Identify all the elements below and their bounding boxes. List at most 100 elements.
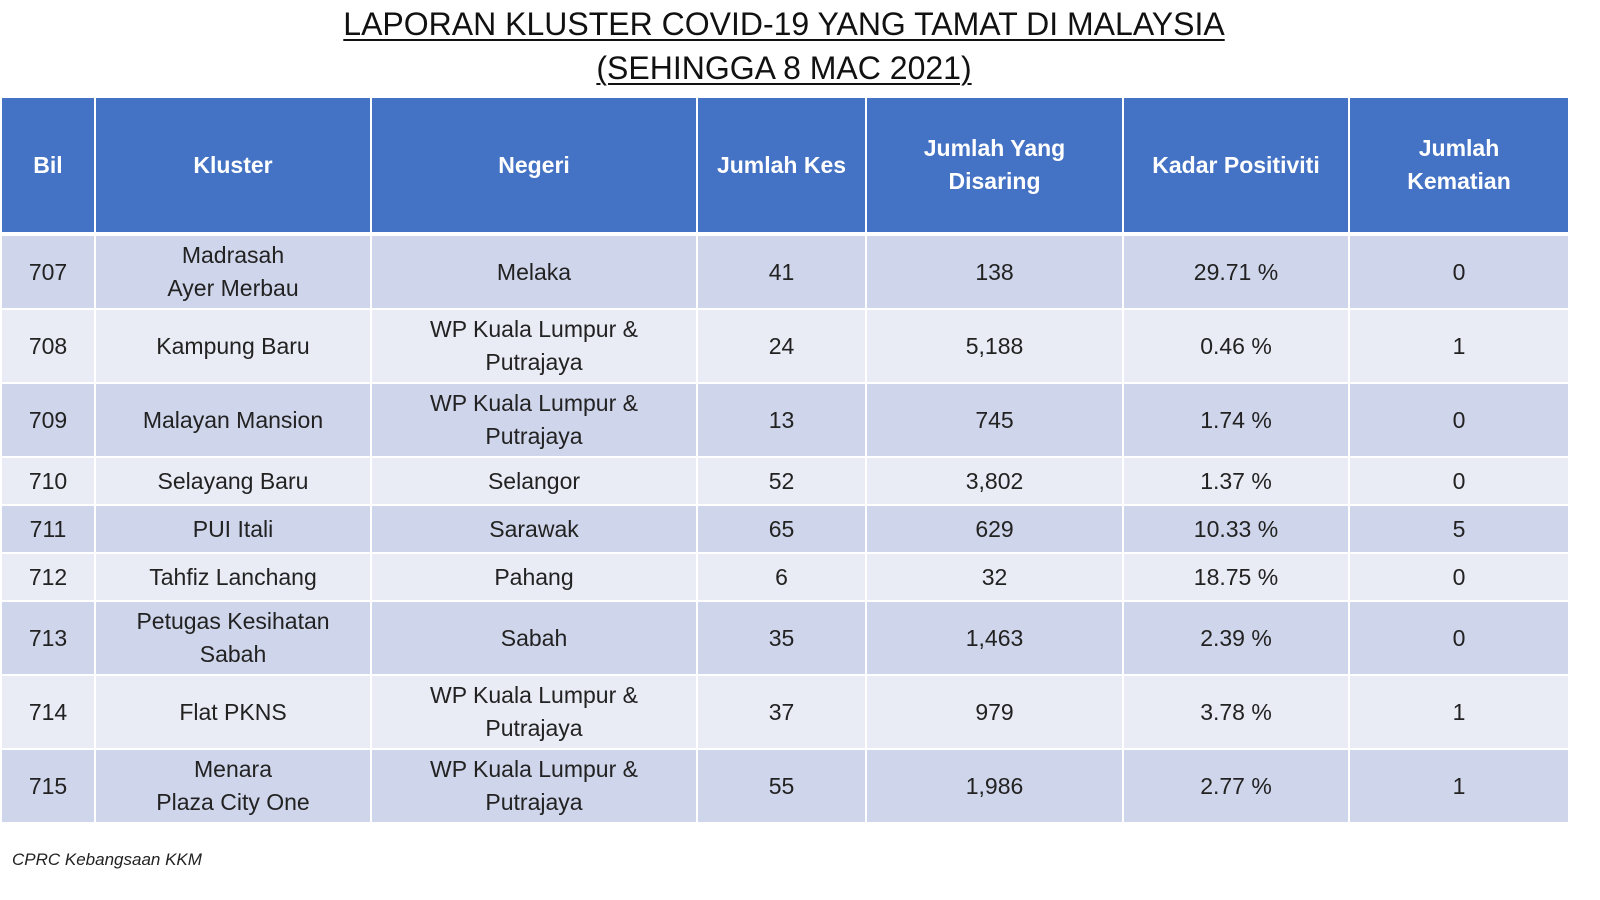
table-row: 714 Flat PKNS WP Kuala Lumpur & Putrajaya 37… bbox=[0, 674, 1570, 750]
cell-negeri-text-2: Putrajaya bbox=[485, 715, 583, 741]
cell-kadar-positiviti: 0.46 % bbox=[1122, 308, 1350, 384]
cell-kluster-text-2: Ayer Merbau bbox=[167, 275, 299, 301]
table-header-row: Bil Kluster Negeri Jumlah Kes Jumlah Yan… bbox=[0, 96, 1570, 236]
cell-bil-text: 711 bbox=[29, 515, 67, 542]
cell-jumlah-kes-text: 24 bbox=[768, 332, 795, 359]
cell-bil-text: 710 bbox=[28, 467, 68, 494]
cell-kadar-positiviti-text: 2.77 % bbox=[1200, 772, 1272, 799]
header-kluster-label: Kluster bbox=[193, 151, 273, 178]
table-row: 708 Kampung Baru WP Kuala Lumpur & Putrajay… bbox=[0, 308, 1570, 384]
cell-bil: 713 bbox=[0, 600, 96, 676]
cell-kluster-text-1: Petugas Kesihatan bbox=[136, 608, 330, 634]
cell-kluster: PUI Itali bbox=[94, 504, 372, 554]
cell-jumlah-kematian-text: 1 bbox=[1452, 332, 1466, 359]
cell-kadar-positiviti: 3.78 % bbox=[1122, 674, 1350, 750]
table-row: 711 PUI Itali Sarawak 65 629 10.33 % 5 bbox=[0, 504, 1570, 554]
cell-jumlah-kes: 6 bbox=[696, 552, 867, 602]
cell-negeri-text-1: WP Kuala Lumpur & bbox=[430, 682, 638, 708]
cell-negeri: Selangor bbox=[370, 456, 698, 506]
cell-negeri: Sabah bbox=[370, 600, 698, 676]
table-row: 713 Petugas Kesihatan Sabah Sabah 35 1,463 2.3… bbox=[0, 600, 1570, 676]
cell-jumlah-kematian: 0 bbox=[1348, 552, 1570, 602]
cell-jumlah-kes-text: 52 bbox=[768, 467, 795, 494]
title-text-1: LAPORAN KLUSTER COVID-19 YANG TAMAT DI M… bbox=[343, 6, 1225, 42]
cell-kadar-positiviti-text: 0.46 % bbox=[1200, 332, 1272, 359]
cell-jumlah-disaring: 1,463 bbox=[865, 600, 1124, 676]
cell-jumlah-kes: 13 bbox=[696, 382, 867, 458]
cell-bil-text: 715 bbox=[28, 772, 68, 799]
cell-bil: 708 bbox=[0, 308, 96, 384]
cell-jumlah-disaring-text: 32 bbox=[981, 563, 1008, 590]
cell-bil: 707 bbox=[0, 233, 96, 310]
cell-jumlah-kes: 52 bbox=[696, 456, 867, 506]
cell-jumlah-kematian-text: 0 bbox=[1452, 406, 1466, 433]
cell-negeri-text-1: WP Kuala Lumpur & bbox=[430, 316, 638, 342]
cell-jumlah-kematian-text: 0 bbox=[1452, 258, 1466, 285]
cell-jumlah-kematian-text: 1 bbox=[1452, 772, 1466, 799]
cell-bil: 714 bbox=[0, 674, 96, 750]
title-text-2: (SEHINGGA 8 MAC 2021) bbox=[596, 50, 972, 86]
cell-negeri: Melaka bbox=[370, 233, 698, 310]
title-line-1: LAPORAN KLUSTER COVID-19 YANG TAMAT DI M… bbox=[0, 2, 1568, 46]
cell-bil-text: 709 bbox=[28, 406, 68, 433]
cell-jumlah-disaring-text: 1,986 bbox=[965, 772, 1024, 799]
cell-negeri: WP Kuala Lumpur & Putrajaya bbox=[370, 308, 698, 384]
header-jumlah-disaring-line-2: Disaring bbox=[948, 168, 1041, 194]
cell-jumlah-kematian-text: 1 bbox=[1452, 698, 1466, 725]
cell-kadar-positiviti: 1.37 % bbox=[1122, 456, 1350, 506]
cell-bil: 715 bbox=[0, 748, 96, 824]
cell-kluster-text-1: Selayang Baru bbox=[157, 467, 309, 494]
cell-bil: 710 bbox=[0, 456, 96, 506]
cell-bil: 711 bbox=[0, 504, 96, 554]
cell-jumlah-disaring-text: 1,463 bbox=[965, 624, 1024, 651]
cell-kluster-text-1: Flat PKNS bbox=[179, 698, 287, 725]
cell-jumlah-kematian: 0 bbox=[1348, 456, 1570, 506]
cell-jumlah-kes-text: 65 bbox=[768, 515, 795, 542]
cell-kluster-text-1: Kampung Baru bbox=[156, 332, 310, 359]
cell-jumlah-kematian: 0 bbox=[1348, 600, 1570, 676]
header-negeri: Negeri bbox=[370, 96, 698, 236]
cell-jumlah-kematian: 1 bbox=[1348, 308, 1570, 384]
title-line-2: (SEHINGGA 8 MAC 2021) bbox=[0, 46, 1568, 90]
cell-negeri-text-1: Sarawak bbox=[489, 515, 579, 542]
cell-jumlah-kes: 55 bbox=[696, 748, 867, 824]
source-footer: CPRC Kebangsaan KKM bbox=[12, 850, 202, 869]
header-jumlah-kematian-line-1: Jumlah bbox=[1418, 135, 1500, 161]
cell-jumlah-kes: 24 bbox=[696, 308, 867, 384]
cell-negeri-text-1: Pahang bbox=[494, 563, 574, 590]
cell-kadar-positiviti-text: 2.39 % bbox=[1200, 624, 1272, 651]
header-bil: Bil bbox=[0, 96, 96, 236]
cell-negeri: WP Kuala Lumpur & Putrajaya bbox=[370, 382, 698, 458]
table-row: 715 Menara Plaza City One WP Kuala Lumpur &… bbox=[0, 748, 1570, 824]
cell-bil-text: 707 bbox=[28, 258, 68, 285]
cell-kluster: Flat PKNS bbox=[94, 674, 372, 750]
cell-jumlah-disaring: 745 bbox=[865, 382, 1124, 458]
cell-jumlah-kes-text: 13 bbox=[768, 406, 795, 433]
cell-kadar-positiviti: 10.33 % bbox=[1122, 504, 1350, 554]
cell-jumlah-kes-text: 6 bbox=[775, 563, 788, 590]
cell-jumlah-disaring: 5,188 bbox=[865, 308, 1124, 384]
cell-kluster-text-1: Tahfiz Lanchang bbox=[149, 563, 317, 590]
header-kadar-positiviti-label: Kadar Positiviti bbox=[1152, 151, 1320, 178]
table-row: 707 Madrasah Ayer Merbau Melaka 41 138 29.71 %… bbox=[0, 233, 1570, 310]
cell-negeri: Sarawak bbox=[370, 504, 698, 554]
header-negeri-label: Negeri bbox=[498, 151, 570, 178]
cell-kadar-positiviti: 1.74 % bbox=[1122, 382, 1350, 458]
cell-kadar-positiviti: 2.77 % bbox=[1122, 748, 1350, 824]
cell-jumlah-kes: 65 bbox=[696, 504, 867, 554]
cell-kadar-positiviti-text: 18.75 % bbox=[1193, 563, 1279, 590]
cell-jumlah-disaring: 3,802 bbox=[865, 456, 1124, 506]
cell-negeri-text-1: Melaka bbox=[496, 258, 572, 285]
cell-kadar-positiviti-text: 10.33 % bbox=[1193, 515, 1279, 542]
cell-jumlah-kematian: 1 bbox=[1348, 748, 1570, 824]
cell-jumlah-disaring-text: 979 bbox=[975, 698, 1014, 725]
cell-jumlah-disaring: 979 bbox=[865, 674, 1124, 750]
header-jumlah-disaring-line-1: Jumlah Yang bbox=[923, 135, 1066, 161]
cell-bil-text: 713 bbox=[28, 624, 68, 651]
cell-kluster: Selayang Baru bbox=[94, 456, 372, 506]
cell-jumlah-kes-text: 37 bbox=[768, 698, 795, 725]
cell-jumlah-kematian: 5 bbox=[1348, 504, 1570, 554]
cell-jumlah-disaring-text: 3,802 bbox=[965, 467, 1024, 494]
table-row: 712 Tahfiz Lanchang Pahang 6 32 18.75 % 0 bbox=[0, 552, 1570, 602]
cell-jumlah-kematian-text: 0 bbox=[1452, 563, 1466, 590]
